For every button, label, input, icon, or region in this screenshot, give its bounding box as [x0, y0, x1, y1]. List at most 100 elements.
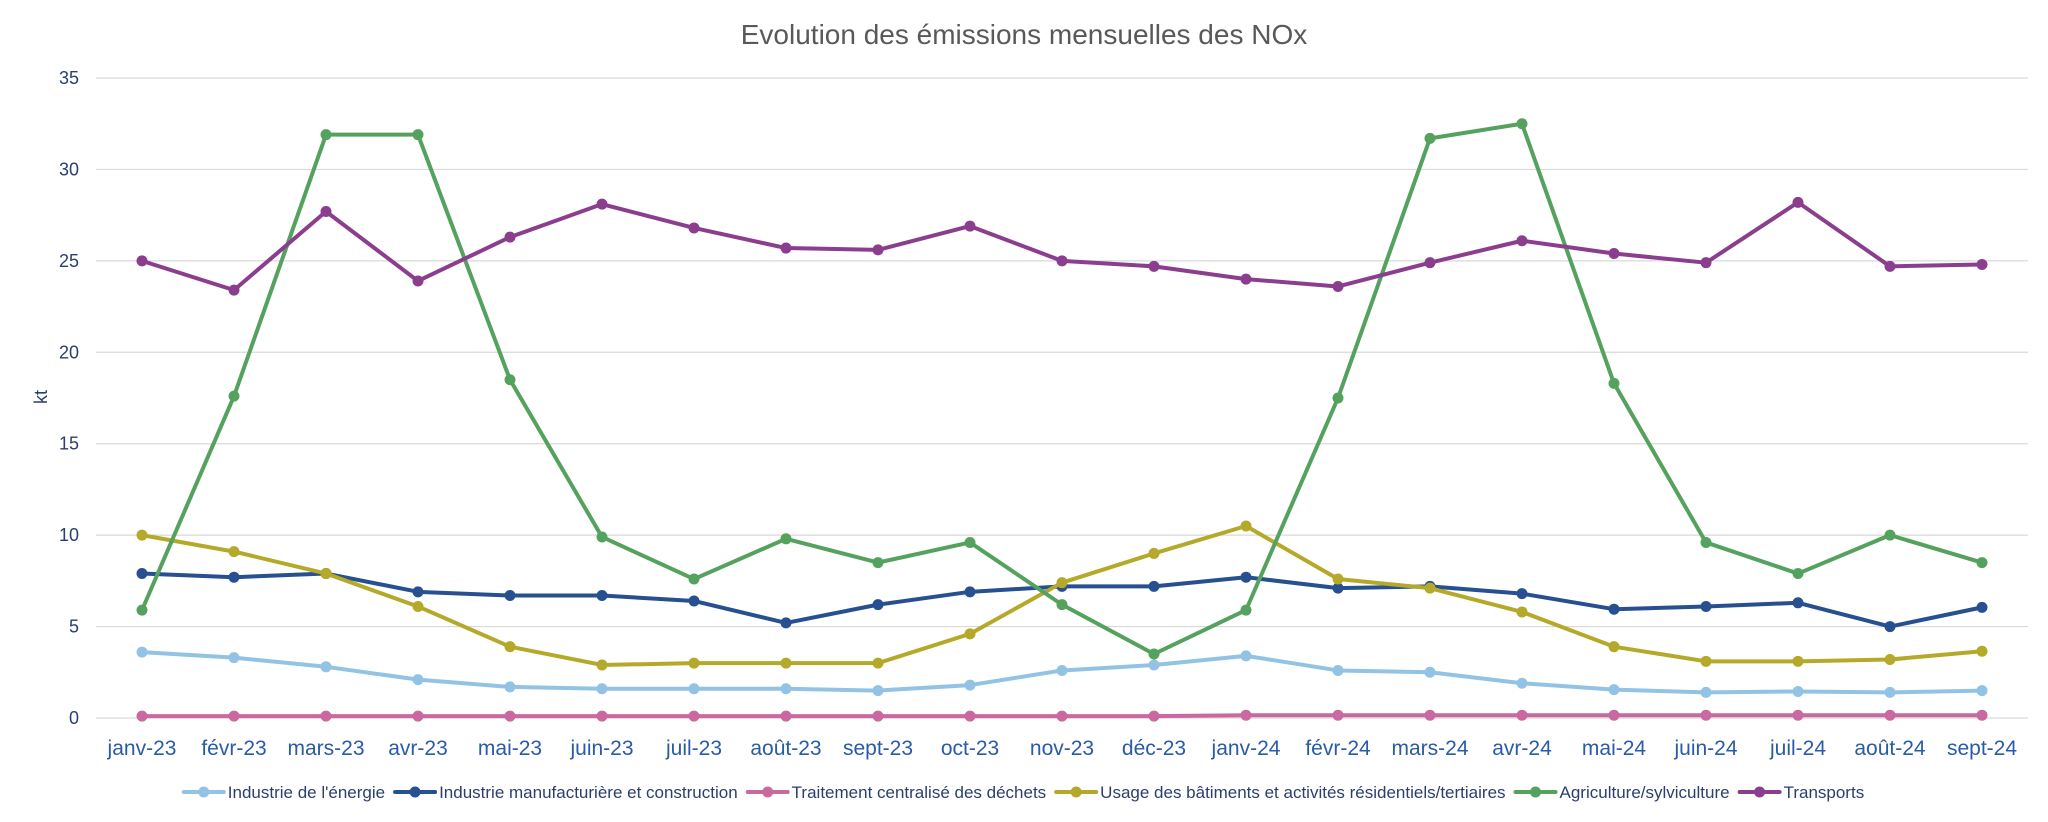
data-point: [1148, 580, 1160, 592]
data-point: [1884, 621, 1896, 633]
data-point: [1608, 603, 1620, 615]
data-point: [228, 390, 240, 402]
data-point: [412, 600, 424, 612]
data-point: [964, 220, 976, 232]
data-point: [320, 129, 332, 141]
data-point: [1700, 709, 1712, 721]
data-point: [1516, 235, 1528, 247]
x-tick-label: sept-24: [1947, 737, 2017, 760]
gridlines: [96, 77, 2028, 719]
data-point: [136, 255, 148, 267]
data-point: [504, 681, 516, 693]
data-point: [1240, 571, 1252, 583]
data-point: [1148, 659, 1160, 671]
y-tick-label: 20: [59, 342, 79, 362]
x-tick-label: mai-23: [478, 737, 542, 760]
data-point: [1332, 582, 1344, 594]
data-point: [1240, 709, 1252, 721]
legend-key-marker: [1530, 786, 1542, 798]
data-point: [1424, 132, 1436, 144]
data-point: [1976, 601, 1988, 613]
legend-key-marker: [1070, 786, 1082, 798]
data-point: [1240, 273, 1252, 285]
data-point: [1148, 710, 1160, 722]
data-point: [412, 275, 424, 287]
x-tick-label: juil-23: [665, 737, 722, 760]
x-tick-label: avr-23: [388, 737, 448, 760]
data-point: [1332, 280, 1344, 292]
data-point: [1884, 260, 1896, 272]
data-point: [504, 374, 516, 386]
data-point: [1976, 709, 1988, 721]
chart-title: Evolution des émissions mensuelles des N…: [741, 19, 1307, 50]
x-tick-label: oct-23: [941, 737, 999, 760]
legend-label: Transports: [1784, 783, 1865, 802]
y-axis-label: kt: [31, 390, 51, 404]
legend-label: Industrie manufacturière et construction: [439, 783, 738, 802]
data-point: [1976, 259, 1988, 271]
legend-key-marker: [1754, 786, 1766, 798]
data-point: [1608, 641, 1620, 653]
data-point: [228, 571, 240, 583]
legend-label: Industrie de l'énergie: [228, 783, 385, 802]
data-point: [1424, 582, 1436, 594]
data-point: [504, 641, 516, 653]
data-point: [1424, 257, 1436, 269]
data-point: [1332, 573, 1344, 585]
data-point: [1792, 655, 1804, 667]
series-group: [136, 520, 1988, 671]
y-tick-label: 30: [59, 159, 79, 179]
data-point: [320, 710, 332, 722]
data-point: [1332, 709, 1344, 721]
data-point: [1792, 685, 1804, 697]
legend-item: Industrie de l'énergie: [181, 783, 385, 802]
y-axis-ticks: 0 5 10 15 20 25 30 35: [59, 68, 79, 728]
x-tick-label: mars-23: [287, 737, 364, 760]
data-point: [1516, 606, 1528, 618]
data-point: [412, 586, 424, 598]
data-point: [688, 710, 700, 722]
data-point: [504, 231, 516, 243]
y-tick-label: 25: [59, 251, 79, 271]
data-point: [780, 710, 792, 722]
legend-item: Usage des bâtiments et activités résiden…: [1054, 783, 1506, 802]
legend-label: Usage des bâtiments et activités résiden…: [1100, 783, 1505, 802]
x-tick-label: juin-23: [569, 737, 633, 760]
data-point: [504, 710, 516, 722]
series-group: [136, 646, 1988, 698]
data-point: [412, 129, 424, 141]
y-tick-label: 0: [69, 708, 79, 728]
x-tick-label: janv-23: [107, 737, 177, 760]
data-point: [1976, 645, 1988, 657]
legend-label: Traitement centralisé des déchets: [792, 783, 1047, 802]
data-point: [228, 546, 240, 558]
legend-item: Transports: [1737, 783, 1865, 802]
data-point: [1516, 118, 1528, 130]
data-point: [1884, 686, 1896, 698]
x-tick-label: juil-24: [1769, 737, 1826, 760]
data-point: [228, 710, 240, 722]
x-tick-label: mai-24: [1582, 737, 1647, 760]
data-point: [872, 685, 884, 697]
legend-item: Agriculture/sylviculture: [1513, 783, 1730, 802]
data-point: [872, 599, 884, 611]
y-tick-label: 10: [59, 525, 79, 545]
y-tick-label: 5: [69, 617, 79, 637]
data-point: [1700, 686, 1712, 698]
data-point: [596, 531, 608, 543]
data-point: [1976, 685, 1988, 697]
x-tick-label: juin-24: [1673, 737, 1737, 760]
x-tick-label: mars-24: [1391, 737, 1468, 760]
data-point: [1332, 392, 1344, 404]
data-point: [688, 573, 700, 585]
data-point: [504, 589, 516, 601]
data-point: [1976, 557, 1988, 569]
x-tick-label: déc-23: [1122, 737, 1186, 760]
data-point: [1056, 255, 1068, 267]
data-point: [596, 589, 608, 601]
data-point: [1700, 600, 1712, 612]
data-point: [1056, 599, 1068, 611]
data-point: [596, 710, 608, 722]
data-point: [688, 595, 700, 607]
data-point: [1516, 588, 1528, 600]
